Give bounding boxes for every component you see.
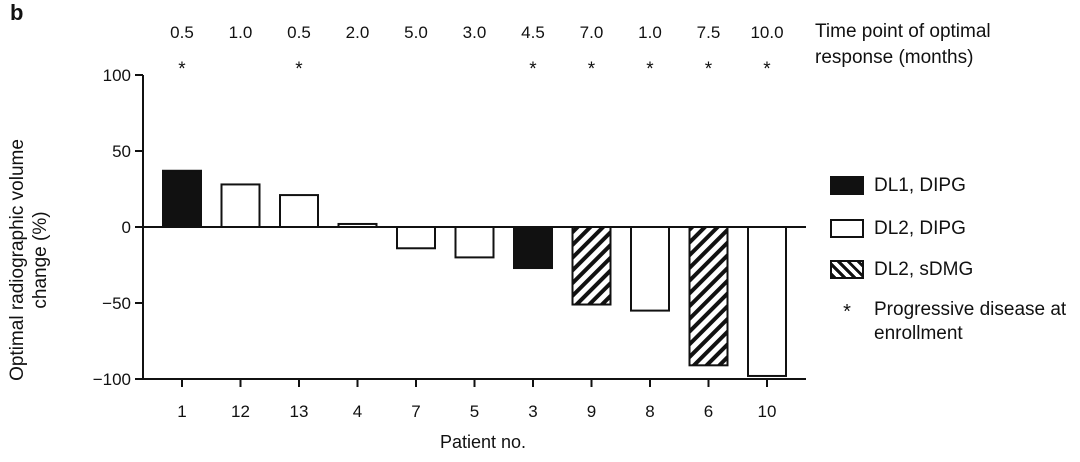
x-tick-label: 13 xyxy=(290,402,309,421)
star-icon: * xyxy=(588,59,596,80)
legend-item-dl2-dipg: DL2, DIPG xyxy=(830,218,1070,241)
legend-swatch-hatch xyxy=(830,260,864,279)
legend-item-dl2-sdmg: DL2, sDMG xyxy=(830,259,1070,282)
x-tick-label: 5 xyxy=(470,402,479,421)
timepoint-label: 10.0 xyxy=(750,23,783,42)
timepoint-label: 4.5 xyxy=(521,23,545,42)
x-tick-label: 1 xyxy=(177,402,186,421)
bar xyxy=(747,226,787,377)
timepoint-label: 2.0 xyxy=(346,23,370,42)
timepoint-label: 1.0 xyxy=(638,23,662,42)
x-tick-label: 9 xyxy=(587,402,596,421)
panel-label: b xyxy=(10,0,24,25)
timepoint-label: 7.5 xyxy=(697,23,721,42)
star-icon: * xyxy=(529,59,537,80)
y-tick-label: −50 xyxy=(102,294,131,313)
legend-label: DL1, DIPG xyxy=(874,175,966,196)
timepoint-label: 1.0 xyxy=(229,23,253,42)
x-tick-label: 12 xyxy=(231,402,250,421)
bar xyxy=(337,222,378,229)
star-icon: * xyxy=(705,59,713,80)
x-tick-label: 10 xyxy=(758,402,777,421)
bar xyxy=(396,226,436,250)
star-icon: * xyxy=(763,59,771,80)
star-icon: * xyxy=(843,301,851,323)
star-icon: * xyxy=(646,59,654,80)
bar xyxy=(688,226,729,367)
bar xyxy=(630,226,670,312)
legend-swatch-solid xyxy=(830,176,864,195)
legend-item-progressive: * Progressive disease at enrollment xyxy=(830,299,1070,346)
legend-label: Progressive disease at enrollment xyxy=(874,299,1067,344)
legend-swatch-open xyxy=(830,219,864,238)
bar xyxy=(571,226,612,306)
timepoint-title: Time point of optimal response (months) xyxy=(815,21,991,68)
bar xyxy=(454,226,495,259)
x-axis-label: Patient no. xyxy=(439,432,527,452)
x-tick-label: 8 xyxy=(645,402,654,421)
star-icon: * xyxy=(295,59,303,80)
y-tick-label: −100 xyxy=(93,370,131,389)
timepoint-label: 3.0 xyxy=(463,23,487,42)
bar xyxy=(162,169,202,228)
x-tick-label: 6 xyxy=(704,402,713,421)
y-tick-label: 0 xyxy=(122,218,131,237)
timepoint-label: 7.0 xyxy=(580,23,604,42)
y-tick-label: 100 xyxy=(103,66,131,85)
legend-item-dl1-dipg: DL1, DIPG xyxy=(830,175,1070,198)
y-tick-label: 50 xyxy=(112,142,131,161)
legend-label: DL2, DIPG xyxy=(874,218,966,239)
star-icon: * xyxy=(178,59,186,80)
bar xyxy=(220,183,261,229)
legend-label: DL2, sDMG xyxy=(874,259,974,280)
bar xyxy=(513,226,553,270)
x-tick-label: 3 xyxy=(528,402,537,421)
timepoint-label: 0.5 xyxy=(170,23,194,42)
x-tick-label: 4 xyxy=(353,402,362,421)
x-tick-label: 7 xyxy=(411,402,420,421)
timepoint-label: 0.5 xyxy=(287,23,311,42)
timepoint-label: 5.0 xyxy=(404,23,428,42)
bar xyxy=(279,194,319,229)
